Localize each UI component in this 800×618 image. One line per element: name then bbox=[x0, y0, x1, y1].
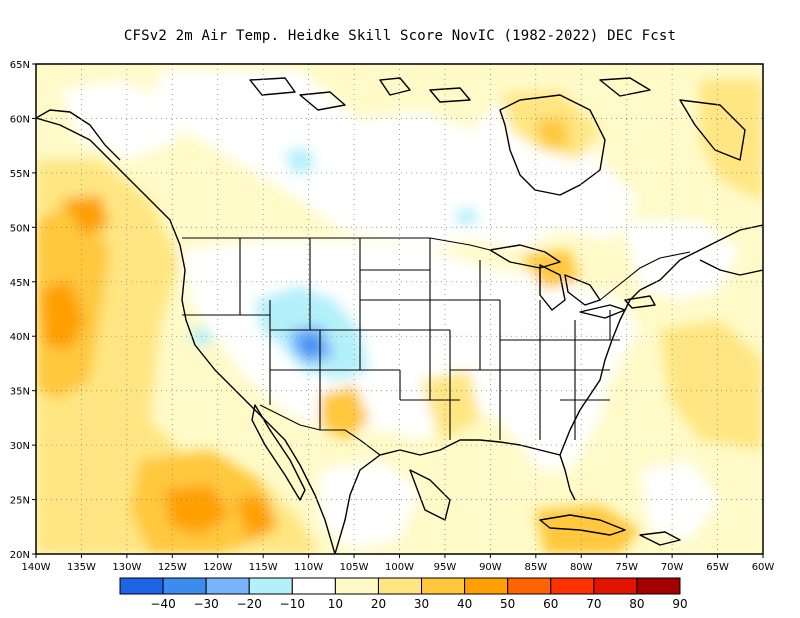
colorbar-swatch bbox=[334, 577, 379, 595]
colorbar-swatch bbox=[550, 577, 595, 595]
lon-label: 100W bbox=[385, 562, 414, 573]
colorbar-label: 70 bbox=[586, 597, 601, 611]
colorbar-label: 90 bbox=[672, 597, 687, 611]
skill-field bbox=[36, 70, 763, 554]
lon-label: 120W bbox=[203, 562, 232, 573]
colorbar-swatch bbox=[291, 577, 336, 595]
lon-label: 105W bbox=[340, 562, 369, 573]
colorbar-swatch bbox=[464, 577, 509, 595]
lat-label: 50N bbox=[10, 223, 30, 234]
colorbar-label: 40 bbox=[457, 597, 472, 611]
colorbar-label: −30 bbox=[193, 597, 218, 611]
colorbar-label: 10 bbox=[328, 597, 343, 611]
colorbar-label: −20 bbox=[237, 597, 262, 611]
colorbar-label: 60 bbox=[543, 597, 558, 611]
lat-label: 45N bbox=[10, 278, 30, 289]
lon-label: 140W bbox=[22, 562, 51, 573]
coastlines bbox=[36, 77, 763, 554]
lon-label: 115W bbox=[249, 562, 278, 573]
colorbar-swatch bbox=[248, 577, 293, 595]
colorbar-label: −40 bbox=[150, 597, 175, 611]
colorbar-label: 20 bbox=[371, 597, 386, 611]
colorbar: −40 −30 −20 −10 10 20 30 40 50 60 70 80 90 bbox=[119, 577, 688, 611]
lat-label: 65N bbox=[10, 60, 30, 71]
political-borders bbox=[182, 237, 691, 456]
colorbar-swatch bbox=[593, 577, 638, 595]
colorbar-swatch bbox=[205, 577, 250, 595]
colorbar-swatch bbox=[162, 577, 207, 595]
colorbar-swatch bbox=[421, 577, 466, 595]
lon-label: 110W bbox=[294, 562, 323, 573]
lat-label: 55N bbox=[10, 169, 30, 180]
colorbar-swatch bbox=[636, 577, 681, 595]
colorbar-label: 30 bbox=[414, 597, 429, 611]
colorbar-label: −10 bbox=[280, 597, 305, 611]
lat-label: 30N bbox=[10, 441, 30, 452]
lon-label: 80W bbox=[570, 562, 593, 573]
lat-label: 60N bbox=[10, 114, 30, 125]
lat-lon-grid bbox=[36, 64, 763, 554]
lon-label: 65W bbox=[706, 562, 729, 573]
colorbar-swatch bbox=[119, 577, 164, 595]
longitude-axis: 140W 135W 130W 125W 120W 115W 110W 105W 100W 95W 9… bbox=[22, 554, 775, 573]
lat-label: 25N bbox=[10, 496, 30, 507]
lon-label: 125W bbox=[158, 562, 187, 573]
colorbar-swatch bbox=[507, 577, 552, 595]
lat-label: 35N bbox=[10, 387, 30, 398]
lon-label: 130W bbox=[112, 562, 141, 573]
lon-label: 135W bbox=[67, 562, 96, 573]
lon-label: 60W bbox=[752, 562, 775, 573]
colorbar-label: 80 bbox=[629, 597, 644, 611]
lon-label: 95W bbox=[434, 562, 457, 573]
lon-label: 85W bbox=[525, 562, 548, 573]
colorbar-swatch bbox=[377, 577, 423, 595]
lat-label: 20N bbox=[10, 550, 30, 561]
lat-label: 40N bbox=[10, 332, 30, 343]
lon-label: 75W bbox=[615, 562, 638, 573]
colorbar-label: 50 bbox=[500, 597, 515, 611]
lon-label: 70W bbox=[661, 562, 684, 573]
latitude-axis: 65N 60N 55N 50N 45N 40N 35N 30N 25N 20N bbox=[10, 60, 36, 561]
lon-label: 90W bbox=[479, 562, 502, 573]
map-title: CFSv2 2m Air Temp. Heidke Skill Score No… bbox=[123, 28, 677, 44]
